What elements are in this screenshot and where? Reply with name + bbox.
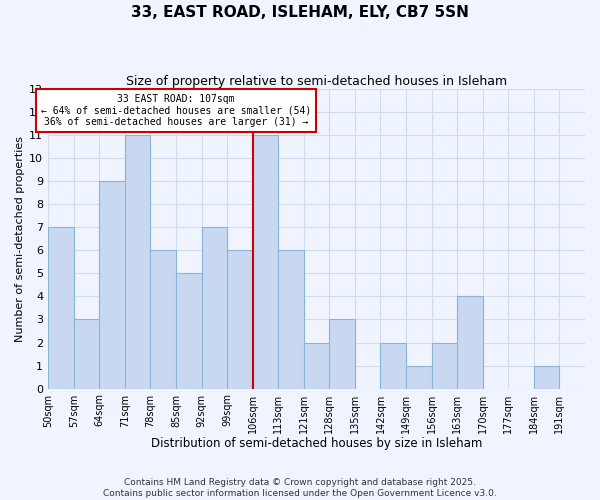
- Text: 33, EAST ROAD, ISLEHAM, ELY, CB7 5SN: 33, EAST ROAD, ISLEHAM, ELY, CB7 5SN: [131, 5, 469, 20]
- Bar: [534, 366, 559, 388]
- Text: Contains HM Land Registry data © Crown copyright and database right 2025.
Contai: Contains HM Land Registry data © Crown c…: [103, 478, 497, 498]
- Bar: [380, 342, 406, 388]
- Bar: [99, 182, 125, 388]
- Bar: [304, 342, 329, 388]
- Bar: [74, 320, 99, 388]
- Bar: [48, 228, 74, 388]
- Bar: [253, 135, 278, 388]
- Text: 33 EAST ROAD: 107sqm
← 64% of semi-detached houses are smaller (54)
36% of semi-: 33 EAST ROAD: 107sqm ← 64% of semi-detac…: [41, 94, 311, 127]
- Bar: [278, 250, 304, 388]
- Bar: [406, 366, 431, 388]
- Title: Size of property relative to semi-detached houses in Isleham: Size of property relative to semi-detach…: [126, 75, 507, 88]
- Bar: [125, 135, 151, 388]
- Bar: [151, 250, 176, 388]
- Bar: [329, 320, 355, 388]
- Bar: [457, 296, 483, 388]
- Bar: [431, 342, 457, 388]
- X-axis label: Distribution of semi-detached houses by size in Isleham: Distribution of semi-detached houses by …: [151, 437, 482, 450]
- Y-axis label: Number of semi-detached properties: Number of semi-detached properties: [15, 136, 25, 342]
- Bar: [227, 250, 253, 388]
- Bar: [176, 274, 202, 388]
- Bar: [202, 228, 227, 388]
